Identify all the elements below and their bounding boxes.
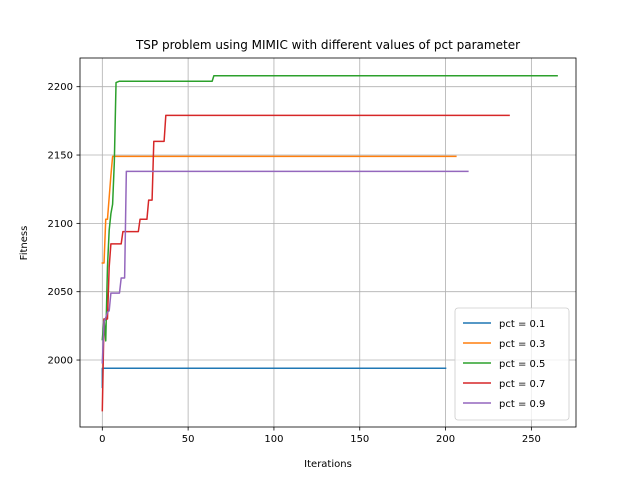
series-line-5 xyxy=(101,170,469,364)
x-tick-label: 100 xyxy=(264,434,283,445)
series-lines xyxy=(101,75,558,412)
y-tick-label: 2050 xyxy=(48,287,73,298)
x-axis-label: Iterations xyxy=(304,459,352,470)
series-line-4 xyxy=(101,114,510,412)
x-tick-label: 250 xyxy=(522,434,541,445)
x-tick-label: 0 xyxy=(99,434,105,445)
y-tick-label: 2150 xyxy=(48,151,73,162)
legend-label: pct = 0.3 xyxy=(499,339,545,350)
plot-frame xyxy=(79,57,577,428)
y-tick-label: 2200 xyxy=(48,82,73,93)
y-tick-label: 2100 xyxy=(48,219,73,230)
grid xyxy=(80,58,576,427)
x-tick-label: 200 xyxy=(436,434,455,445)
legend-box xyxy=(454,307,570,421)
legend-label: pct = 0.1 xyxy=(499,319,545,330)
series-line-2 xyxy=(101,155,457,264)
legend-label: pct = 0.7 xyxy=(499,379,545,390)
y-axis-label: Fitness xyxy=(19,226,30,261)
legend-label: pct = 0.5 xyxy=(499,359,545,370)
x-tick-label: 50 xyxy=(182,434,195,445)
x-tick-label: 150 xyxy=(350,434,369,445)
axis-ticks: 0 50 100 150 200 250 2000 2050 2100 2150 2200 xyxy=(48,82,541,445)
series-line-3 xyxy=(101,75,558,342)
legend: pct = 0.1 pct = 0.3 pct = 0.5 pct = 0.7 pct … xyxy=(454,307,570,421)
legend-label: pct = 0.9 xyxy=(499,399,545,410)
y-tick-label: 2000 xyxy=(48,356,73,367)
chart-title: TSP problem using MIMIC with different v… xyxy=(135,38,520,52)
